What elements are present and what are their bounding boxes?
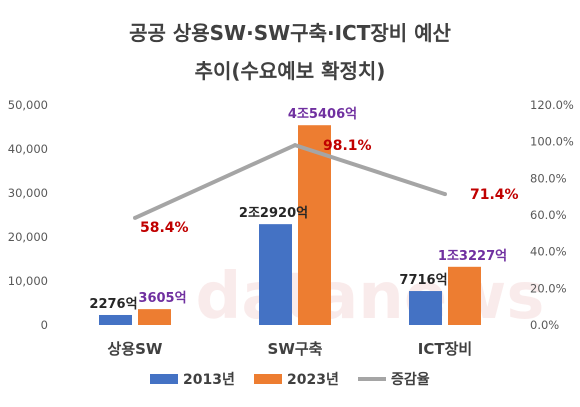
bar-label-2013: 2276억	[89, 297, 137, 312]
bar-2023년-상용SW	[138, 309, 171, 325]
bar-2013년-상용SW	[99, 314, 132, 325]
legend-label-2023: 2023년	[287, 372, 339, 388]
x-tick-label: ICT장비	[418, 340, 472, 358]
bar-label-2013: 7716억	[399, 273, 447, 288]
bar-2023년-ICT장비	[448, 266, 481, 325]
x-tick-label: 상용SW	[108, 340, 163, 358]
y-left-tick-label: 10,000	[8, 274, 48, 288]
bar-label-2023: 4조5406억	[288, 107, 357, 122]
legend-label-rate: 증감율	[391, 371, 430, 388]
bar-label-2013: 2조2920억	[239, 206, 308, 221]
bar-2013년-SW구축	[259, 224, 292, 325]
y-right-tick-label: 20.0%	[530, 281, 567, 295]
rate-label: 98.1%	[323, 138, 372, 154]
watermark: datanews	[196, 260, 545, 334]
y-right-tick-label: 40.0%	[530, 245, 567, 259]
y-right-tick-label: 120.0%	[530, 98, 574, 112]
legend: 2013년 2023년 증감율	[150, 371, 430, 388]
y-left-tick-label: 30,000	[8, 186, 48, 200]
y-right-tick-label: 80.0%	[530, 171, 567, 185]
y-left-tick-label: 40,000	[8, 142, 48, 156]
y-right-tick-label: 60.0%	[530, 208, 567, 222]
rate-label: 58.4%	[140, 220, 189, 236]
rate-point	[293, 143, 297, 148]
y-left-tick-label: 20,000	[8, 230, 48, 244]
y-right-tick-label: 100.0%	[530, 135, 574, 149]
y-right-tick-label: 0.0%	[530, 318, 559, 332]
legend-swatch-2023	[254, 374, 282, 384]
y-left-tick-label: 0	[41, 318, 48, 332]
rate-point	[133, 215, 137, 220]
legend-swatch-2013	[150, 374, 178, 384]
rate-label: 71.4%	[470, 187, 519, 203]
rate-point	[443, 192, 447, 197]
x-tick-label: SW구축	[268, 340, 323, 358]
bar-label-2023: 1조3227억	[438, 249, 507, 264]
bar-2013년-ICT장비	[409, 291, 442, 325]
bar-2023년-SW구축	[298, 125, 331, 326]
chart-title-line2: 추이(수요예보 확정치)	[195, 59, 386, 83]
chart-title-line1: 공공 상용SW·SW구축·ICT장비 예산	[129, 21, 451, 45]
bar-label-2023: 3605억	[138, 291, 186, 306]
legend-label-2013: 2013년	[183, 372, 235, 388]
y-left-tick-label: 50,000	[8, 98, 48, 112]
